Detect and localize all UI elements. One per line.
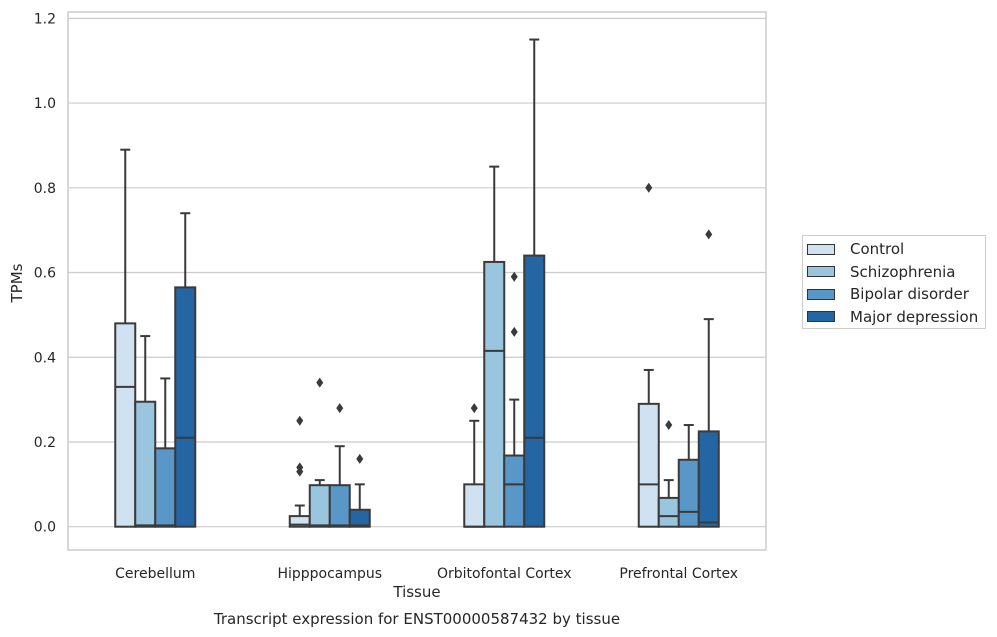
box-bipolar-disorder [677,424,700,528]
box [523,254,546,528]
box [483,260,506,528]
box [463,483,486,528]
chart-caption: Transcript expression for ENST0000058743… [213,610,620,628]
x-axis-ticks: Cerebellum Hipppocampus Orbitofontal Corte… [115,566,738,582]
legend-swatch [807,266,835,278]
box-groups [114,38,720,528]
y-tick-label: 1.0 [34,96,56,112]
legend-item: Bipolar disorder [807,283,985,306]
box [134,400,157,528]
x-tick-label: Cerebellum [115,566,195,582]
outlier-point [470,403,478,414]
plot-area-frame [67,11,767,551]
x-tick-label: Prefrontal Cortex [619,566,738,582]
box-control [114,148,137,528]
y-axis-label: TPMs [8,263,26,303]
box-major-depression [348,453,371,528]
x-axis-label: Tissue [392,583,440,601]
outlier-point [336,403,344,414]
outlier-point [510,271,518,282]
y-tick-label: 0.0 [34,520,56,536]
box-schizophrenia [308,377,331,528]
legend-item: Control [807,238,985,261]
box-major-depression [697,229,720,528]
box [308,484,331,528]
legend-label: Bipolar disorder [850,285,969,304]
outlier-point [510,326,518,337]
outlier-point [705,229,713,240]
box [348,508,371,528]
outlier-point [665,420,673,431]
box [677,458,700,528]
legend-label: Schizophrenia [850,262,956,281]
outlier-point [356,453,364,464]
legend-item: Major depression [807,306,985,329]
box-control [288,415,311,528]
box-bipolar-disorder [503,271,526,528]
box [328,484,351,528]
outlier-point [316,377,324,388]
chart-legend: Control Schizophrenia Bipolar disorder Majo… [802,235,986,329]
box-major-depression [174,212,197,528]
legend-label: Major depression [850,307,979,326]
y-tick-label: 0.6 [34,266,56,282]
outlier-point [296,462,304,473]
box-control [637,182,660,528]
box-schizophrenia [134,335,157,528]
box-bipolar-disorder [328,403,351,528]
box [503,454,526,528]
y-axis-ticks: 0.0 0.2 0.4 0.6 0.8 1.0 1.2 [34,11,56,535]
y-tick-label: 0.4 [34,350,56,366]
box-major-depression [523,38,546,528]
outlier-point [296,415,304,426]
box [657,496,680,528]
y-tick-label: 0.8 [34,181,56,197]
outlier-point [645,182,653,193]
box [637,402,660,528]
y-tick-label: 1.2 [34,11,56,27]
legend-swatch [807,288,835,300]
x-tick-label: Hipppocampus [277,566,382,582]
y-tick-label: 0.2 [34,435,56,451]
box-schizophrenia [483,165,506,528]
legend-swatch [807,243,835,255]
box-schizophrenia [657,420,680,528]
legend-label: Control [850,240,905,259]
box-control [463,403,486,528]
box [114,322,137,528]
legend-swatch [807,311,835,323]
box [697,430,720,528]
legend-item: Schizophrenia [807,261,985,284]
box [154,447,177,528]
box-bipolar-disorder [154,377,177,528]
box [174,286,197,528]
x-tick-label: Orbitofontal Cortex [437,566,572,582]
